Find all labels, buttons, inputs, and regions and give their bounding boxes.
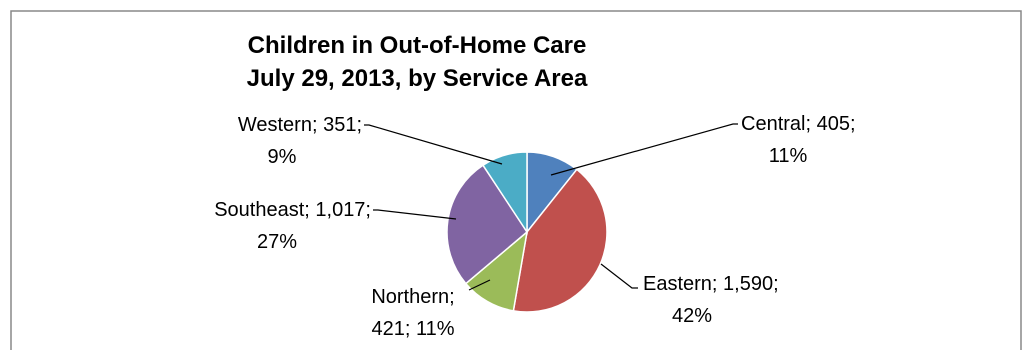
data-label-northern-line-2: 421; 11% (371, 318, 454, 340)
pie-slices (447, 152, 607, 312)
data-label-eastern-line-2: 42% (672, 305, 712, 327)
data-label-central-line-1: Central; 405; (741, 113, 856, 135)
data-label-northern-line-1: Northern; (371, 286, 454, 308)
chart-title-line-1: Children in Out-of-Home Care (248, 32, 587, 59)
data-label-western-line-2: 9% (268, 146, 297, 168)
data-label-central-line-2: 11% (769, 145, 808, 167)
leader-line-eastern (601, 264, 638, 288)
data-label-southeast-line-1: Southeast; 1,017; (214, 199, 371, 221)
data-label-southeast-line-2: 27% (257, 231, 297, 253)
data-label-eastern-line-1: Eastern; 1,590; (643, 273, 779, 295)
data-label-western-line-1: Western; 351; (238, 114, 362, 136)
leader-line-central (551, 124, 738, 175)
leader-line-southeast (373, 210, 456, 219)
chart-title-line-2: July 29, 2013, by Service Area (247, 65, 588, 92)
leader-line-western (364, 125, 502, 164)
